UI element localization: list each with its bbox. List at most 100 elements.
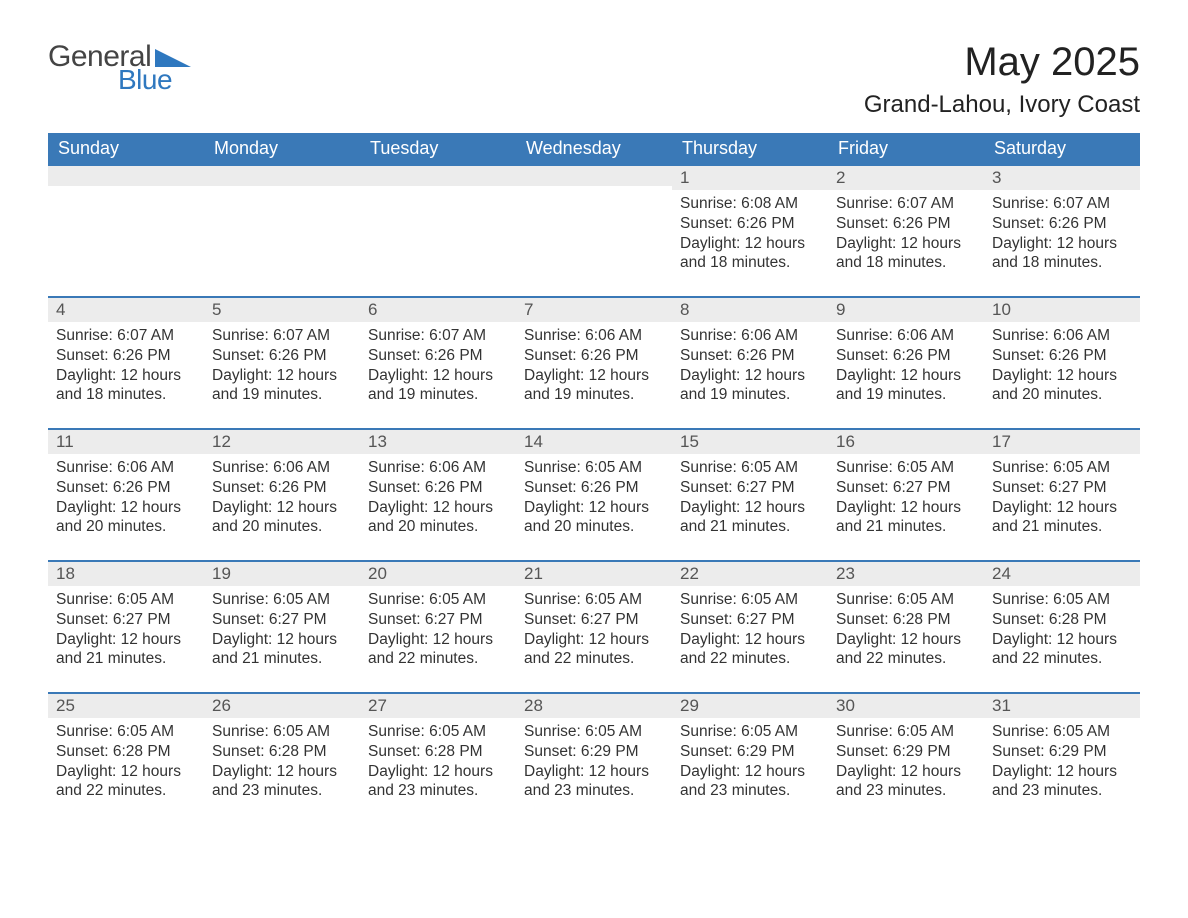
sunset-line: Sunset: 6:28 PM bbox=[992, 610, 1132, 630]
day-number: 30 bbox=[828, 692, 984, 718]
calendar-row: 1Sunrise: 6:08 AMSunset: 6:26 PMDaylight… bbox=[48, 164, 1140, 296]
sunset-value: 6:27 PM bbox=[737, 611, 795, 628]
sunrise-label: Sunrise: bbox=[524, 591, 585, 608]
sunset-line: Sunset: 6:26 PM bbox=[368, 478, 508, 498]
daylight-line: Daylight: 12 hours and 19 minutes. bbox=[836, 366, 976, 406]
day-number: 22 bbox=[672, 560, 828, 586]
calendar-day-cell: 2Sunrise: 6:07 AMSunset: 6:26 PMDaylight… bbox=[828, 164, 984, 296]
sunrise-label: Sunrise: bbox=[56, 591, 117, 608]
sunrise-label: Sunrise: bbox=[56, 723, 117, 740]
sunset-label: Sunset: bbox=[992, 215, 1049, 232]
sunset-label: Sunset: bbox=[56, 347, 113, 364]
sunrise-line: Sunrise: 6:05 AM bbox=[56, 590, 196, 610]
daylight-line: Daylight: 12 hours and 20 minutes. bbox=[212, 498, 352, 538]
sunset-line: Sunset: 6:26 PM bbox=[992, 346, 1132, 366]
sunset-label: Sunset: bbox=[680, 743, 737, 760]
sunrise-value: 6:06 AM bbox=[429, 459, 486, 476]
sunrise-value: 6:05 AM bbox=[117, 723, 174, 740]
sunset-label: Sunset: bbox=[212, 743, 269, 760]
calendar-day-cell: 28Sunrise: 6:05 AMSunset: 6:29 PMDayligh… bbox=[516, 692, 672, 824]
day-content: Sunrise: 6:06 AMSunset: 6:26 PMDaylight:… bbox=[204, 454, 360, 541]
calendar-day-cell: 12Sunrise: 6:06 AMSunset: 6:26 PMDayligh… bbox=[204, 428, 360, 560]
sunrise-line: Sunrise: 6:08 AM bbox=[680, 194, 820, 214]
day-number: 3 bbox=[984, 164, 1140, 190]
day-number: 1 bbox=[672, 164, 828, 190]
day-number: 31 bbox=[984, 692, 1140, 718]
empty-day-bar bbox=[516, 164, 672, 186]
sunrise-value: 6:05 AM bbox=[273, 591, 330, 608]
sunrise-line: Sunrise: 6:06 AM bbox=[56, 458, 196, 478]
day-number: 16 bbox=[828, 428, 984, 454]
sunrise-value: 6:07 AM bbox=[117, 327, 174, 344]
day-content: Sunrise: 6:05 AMSunset: 6:29 PMDaylight:… bbox=[828, 718, 984, 805]
day-content: Sunrise: 6:05 AMSunset: 6:28 PMDaylight:… bbox=[984, 586, 1140, 673]
sunset-value: 6:28 PM bbox=[893, 611, 951, 628]
calendar-day-cell: 30Sunrise: 6:05 AMSunset: 6:29 PMDayligh… bbox=[828, 692, 984, 824]
sunrise-value: 6:07 AM bbox=[897, 195, 954, 212]
daylight-line: Daylight: 12 hours and 20 minutes. bbox=[368, 498, 508, 538]
sunrise-line: Sunrise: 6:07 AM bbox=[368, 326, 508, 346]
sunrise-value: 6:05 AM bbox=[1053, 591, 1110, 608]
sunrise-label: Sunrise: bbox=[836, 591, 897, 608]
day-content: Sunrise: 6:05 AMSunset: 6:28 PMDaylight:… bbox=[360, 718, 516, 805]
calendar-day-cell: 31Sunrise: 6:05 AMSunset: 6:29 PMDayligh… bbox=[984, 692, 1140, 824]
sunset-line: Sunset: 6:26 PM bbox=[836, 346, 976, 366]
sunset-value: 6:29 PM bbox=[1049, 743, 1107, 760]
sunset-value: 6:27 PM bbox=[425, 611, 483, 628]
sunset-label: Sunset: bbox=[524, 611, 581, 628]
day-number: 10 bbox=[984, 296, 1140, 322]
sunrise-label: Sunrise: bbox=[368, 723, 429, 740]
sunset-value: 6:26 PM bbox=[737, 215, 795, 232]
sunset-line: Sunset: 6:26 PM bbox=[56, 346, 196, 366]
calendar-row: 25Sunrise: 6:05 AMSunset: 6:28 PMDayligh… bbox=[48, 692, 1140, 824]
sunset-line: Sunset: 6:26 PM bbox=[524, 346, 664, 366]
sunrise-line: Sunrise: 6:06 AM bbox=[992, 326, 1132, 346]
weekday-header: Wednesday bbox=[516, 133, 672, 164]
sunrise-value: 6:05 AM bbox=[1053, 723, 1110, 740]
daylight-label: Daylight: bbox=[56, 631, 121, 648]
sunset-line: Sunset: 6:27 PM bbox=[680, 610, 820, 630]
sunset-value: 6:26 PM bbox=[269, 347, 327, 364]
sunrise-value: 6:06 AM bbox=[741, 327, 798, 344]
day-content: Sunrise: 6:05 AMSunset: 6:27 PMDaylight:… bbox=[672, 454, 828, 541]
sunset-value: 6:26 PM bbox=[893, 347, 951, 364]
sunset-label: Sunset: bbox=[524, 347, 581, 364]
sunrise-label: Sunrise: bbox=[836, 723, 897, 740]
day-number: 18 bbox=[48, 560, 204, 586]
daylight-label: Daylight: bbox=[56, 367, 121, 384]
sunrise-line: Sunrise: 6:07 AM bbox=[992, 194, 1132, 214]
sunset-line: Sunset: 6:26 PM bbox=[524, 478, 664, 498]
calendar-day-cell: 22Sunrise: 6:05 AMSunset: 6:27 PMDayligh… bbox=[672, 560, 828, 692]
sunrise-value: 6:06 AM bbox=[273, 459, 330, 476]
calendar-day-cell: 7Sunrise: 6:06 AMSunset: 6:26 PMDaylight… bbox=[516, 296, 672, 428]
daylight-line: Daylight: 12 hours and 21 minutes. bbox=[992, 498, 1132, 538]
sunset-value: 6:28 PM bbox=[113, 743, 171, 760]
sunset-line: Sunset: 6:27 PM bbox=[524, 610, 664, 630]
sunset-value: 6:26 PM bbox=[425, 479, 483, 496]
day-content: Sunrise: 6:08 AMSunset: 6:26 PMDaylight:… bbox=[672, 190, 828, 277]
calendar-day-cell: 13Sunrise: 6:06 AMSunset: 6:26 PMDayligh… bbox=[360, 428, 516, 560]
daylight-label: Daylight: bbox=[836, 763, 901, 780]
sunset-value: 6:26 PM bbox=[581, 479, 639, 496]
daylight-label: Daylight: bbox=[524, 499, 589, 516]
daylight-line: Daylight: 12 hours and 19 minutes. bbox=[680, 366, 820, 406]
daylight-label: Daylight: bbox=[56, 763, 121, 780]
sunrise-line: Sunrise: 6:05 AM bbox=[524, 458, 664, 478]
daylight-label: Daylight: bbox=[680, 499, 745, 516]
sunset-label: Sunset: bbox=[836, 215, 893, 232]
calendar-empty-cell bbox=[48, 164, 204, 296]
calendar-day-cell: 20Sunrise: 6:05 AMSunset: 6:27 PMDayligh… bbox=[360, 560, 516, 692]
sunrise-value: 6:05 AM bbox=[117, 591, 174, 608]
empty-day-bar bbox=[204, 164, 360, 186]
sunrise-label: Sunrise: bbox=[992, 195, 1053, 212]
sunrise-label: Sunrise: bbox=[524, 459, 585, 476]
brand-part2: Blue bbox=[118, 64, 172, 96]
sunset-value: 6:26 PM bbox=[893, 215, 951, 232]
calendar-day-cell: 11Sunrise: 6:06 AMSunset: 6:26 PMDayligh… bbox=[48, 428, 204, 560]
day-number: 2 bbox=[828, 164, 984, 190]
day-number: 19 bbox=[204, 560, 360, 586]
day-number: 28 bbox=[516, 692, 672, 718]
calendar-row: 18 Sunrise: 6:05 AM Sunset: 6:27 PM Dayligh… bbox=[48, 560, 1140, 692]
sunrise-label: Sunrise: bbox=[992, 591, 1053, 608]
daylight-line: Daylight: 12 hours and 20 minutes. bbox=[524, 498, 664, 538]
